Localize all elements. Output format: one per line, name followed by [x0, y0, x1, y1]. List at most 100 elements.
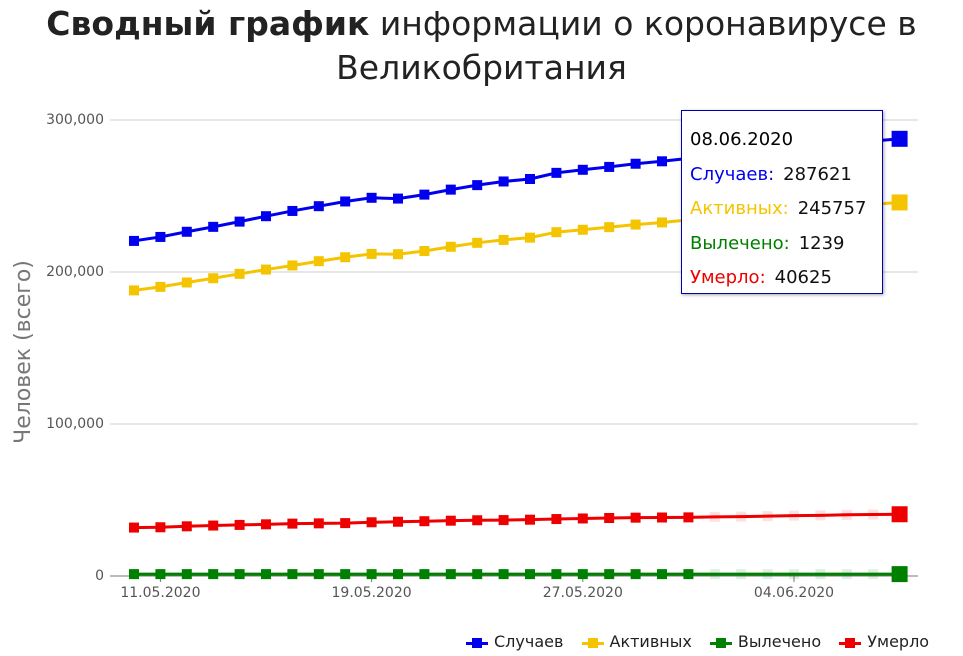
data-point [181, 521, 192, 532]
chart-title: Сводный график информации о коронавирусе… [0, 2, 963, 90]
data-point [313, 256, 324, 267]
chart-title-bold: Сводный график [46, 4, 370, 43]
data-point [789, 569, 799, 580]
data-point [261, 519, 271, 530]
legend-item-recovered[interactable]: Вылечено [709, 632, 822, 651]
data-point [155, 569, 166, 580]
legend-item-deaths[interactable]: Умерло [839, 632, 929, 651]
data-point [577, 164, 588, 175]
tooltip-date: 08.06.2020 [690, 129, 794, 150]
data-point [208, 273, 219, 284]
data-point [234, 216, 245, 227]
series-line [133, 512, 900, 530]
data-point [736, 569, 747, 580]
legend-swatch-icon [466, 637, 488, 648]
tooltip-label: Вылечено: [690, 232, 790, 254]
data-point [604, 569, 615, 580]
data-point [762, 511, 773, 522]
data-point [630, 158, 641, 169]
data-point [604, 512, 615, 523]
data-point [393, 249, 403, 260]
tooltip-label: Случаев: [690, 163, 775, 185]
data-point [445, 569, 456, 580]
tooltip-value: 40625 [774, 267, 832, 288]
data-point [208, 221, 219, 232]
data-point [129, 522, 139, 533]
data-point [868, 509, 879, 520]
data-point [472, 237, 483, 248]
data-point [525, 232, 535, 243]
tooltip-label: Активных: [690, 198, 789, 219]
data-point [891, 566, 908, 583]
data-point [261, 264, 271, 275]
legend-label: Активных [609, 632, 692, 651]
data-point [709, 569, 720, 580]
data-point [841, 509, 852, 520]
data-point [472, 515, 483, 526]
data-point [393, 569, 403, 580]
data-point [577, 513, 588, 524]
data-point [287, 569, 298, 580]
data-point [340, 569, 351, 580]
data-point [419, 569, 430, 580]
x-tick-label: 27.05.2020 [543, 585, 623, 601]
data-point [630, 512, 641, 523]
data-point [155, 522, 166, 533]
data-point [891, 130, 908, 147]
legend-label: Вылечено [737, 632, 822, 651]
data-point [208, 520, 219, 531]
y-tick-label: 0 [95, 568, 104, 584]
data-point [551, 227, 562, 238]
legend-label: Умерло [867, 632, 930, 651]
data-point [657, 569, 667, 580]
data-point [551, 167, 562, 178]
data-point [234, 519, 245, 530]
hover-tooltip: 08.06.2020 Случаев: 287621 Активных: 24575… [681, 110, 883, 294]
data-point [261, 569, 271, 580]
tooltip-row-recovered: Вылечено: 1239 [690, 227, 882, 262]
data-point [630, 569, 641, 580]
data-point [340, 196, 351, 207]
data-point [445, 184, 456, 195]
data-point [630, 219, 641, 230]
y-tick-label: 300,000 [46, 112, 104, 128]
y-axis-label: Человек (всего) [11, 260, 36, 444]
tooltip-value: 245757 [797, 198, 867, 219]
data-point [498, 234, 509, 245]
data-point [287, 205, 298, 216]
data-point [683, 569, 694, 580]
data-point [366, 192, 377, 203]
data-point [498, 176, 509, 187]
tooltip-value: 287621 [783, 163, 852, 185]
tooltip-label: Умерло: [690, 267, 766, 288]
data-point [736, 511, 747, 522]
y-tick-label: 100,000 [46, 416, 104, 432]
data-point [525, 569, 535, 580]
data-point [683, 512, 694, 523]
tooltip-row-cases: Случаев: 287621 [690, 158, 882, 193]
data-point [419, 246, 430, 257]
data-point [657, 512, 667, 523]
data-point [181, 569, 192, 580]
data-point [525, 174, 535, 185]
data-point [287, 518, 298, 529]
series-Умерло [129, 506, 908, 533]
data-point [762, 569, 773, 580]
legend-swatch-icon [709, 637, 732, 648]
data-point [340, 518, 351, 529]
series-Вылечено [129, 566, 908, 583]
data-point [366, 517, 377, 528]
data-point [789, 510, 799, 521]
data-point [472, 180, 483, 191]
data-point [604, 161, 615, 172]
data-point [841, 569, 852, 580]
data-point [366, 569, 377, 580]
legend-item-active[interactable]: Активных [581, 632, 692, 651]
x-tick-label: 04.06.2020 [754, 585, 834, 601]
data-point [657, 217, 667, 228]
data-point [313, 569, 324, 580]
legend-item-cases[interactable]: Случаев [466, 632, 563, 651]
y-tick-label: 200,000 [46, 264, 104, 280]
data-point [419, 516, 430, 527]
data-point [815, 569, 826, 580]
